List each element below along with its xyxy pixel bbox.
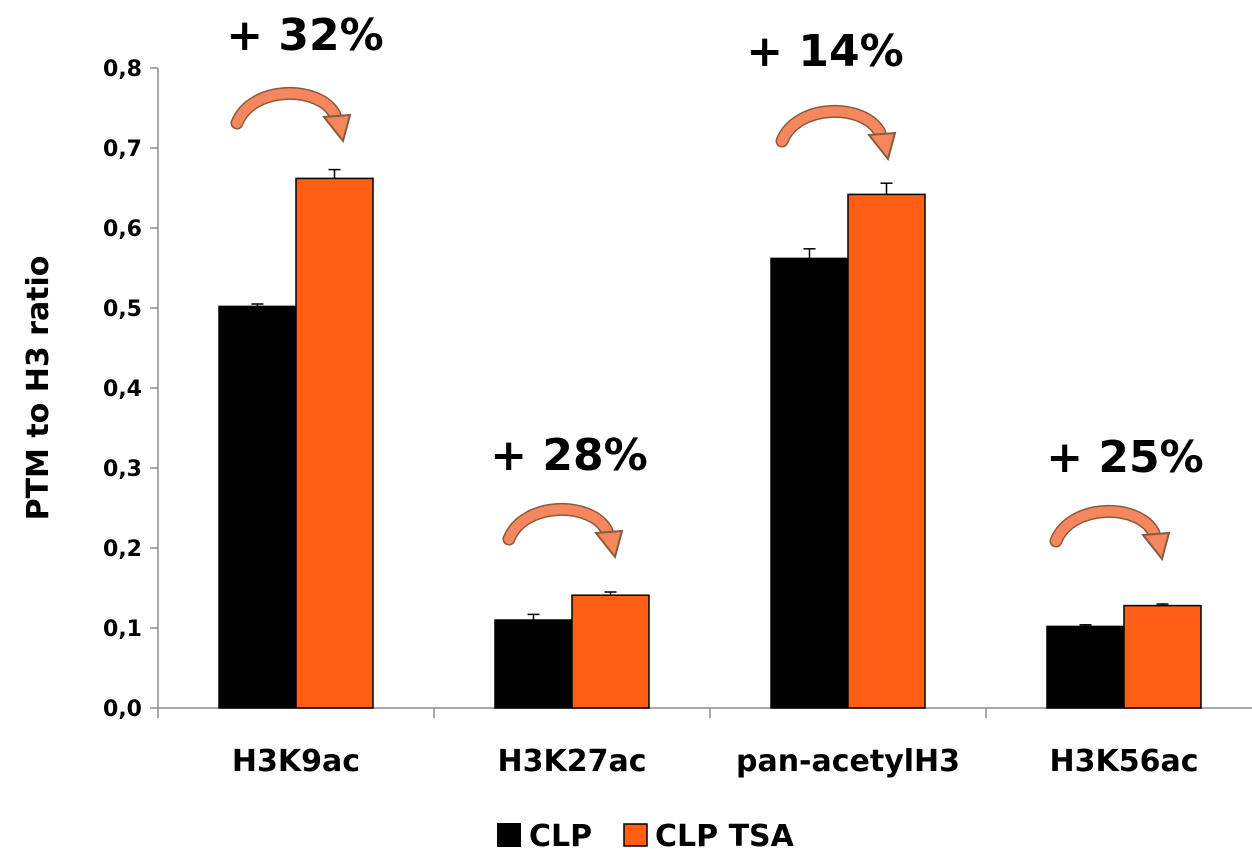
- legend-label-clp-tsa: CLP TSA: [655, 819, 795, 854]
- bar-clp-tsa: [295, 177, 374, 709]
- arrow-body: [504, 504, 612, 544]
- y-tick-label: 0,2: [103, 537, 142, 562]
- y-axis-label: PTM to H3 ratio: [21, 256, 56, 521]
- legend: CLP CLP TSA: [497, 819, 795, 854]
- curved-arrow-icon: [230, 87, 352, 144]
- curved-arrow-icon: [1049, 505, 1171, 562]
- arrow-head: [867, 131, 897, 162]
- percent-annotation: + 28%: [490, 430, 648, 481]
- arrow-body: [1051, 506, 1159, 546]
- curved-arrow-icon: [502, 503, 624, 560]
- y-tick-label: 0,7: [103, 137, 142, 162]
- bar-clp-tsa: [1123, 604, 1202, 709]
- y-tick-label: 0,8: [103, 57, 142, 82]
- y-tick-label: 0,3: [103, 457, 142, 482]
- arrow-head: [594, 529, 624, 560]
- legend-label-clp: CLP: [529, 819, 592, 854]
- arrow-body: [777, 106, 885, 146]
- y-tick-label: 0,0: [103, 697, 142, 722]
- bar-clp: [1046, 625, 1125, 709]
- percent-annotation: + 25%: [1046, 432, 1204, 483]
- x-tick-label: H3K56ac: [1049, 744, 1198, 779]
- y-tick-label: 0,5: [103, 297, 142, 322]
- bars: [218, 168, 1202, 709]
- y-tick-label: 0,1: [103, 617, 142, 642]
- bar-clp-tsa: [847, 193, 926, 709]
- arrow-head: [1141, 531, 1171, 562]
- x-tick-label: pan-acetylH3: [736, 744, 960, 779]
- arrow-body: [232, 88, 340, 128]
- bar-clp: [494, 619, 573, 709]
- bar-clp: [770, 257, 849, 709]
- legend-swatch-clp-tsa: [623, 823, 648, 847]
- annotations: + 32% + 28% + 14% + 25%: [226, 10, 1204, 562]
- axes: 0,0 0,1 0,2 0,3 0,4 0,5 0,6 0,7 0,8 H3K9ac H3K27ac…: [103, 57, 1252, 779]
- curved-arrow-icon: [775, 105, 897, 162]
- arrow-head: [322, 113, 352, 144]
- y-tick-label: 0,4: [103, 377, 142, 402]
- x-tick-label: H3K9ac: [232, 744, 360, 779]
- legend-swatch-clp: [497, 823, 521, 847]
- y-tick-label: 0,6: [103, 217, 142, 242]
- bar-clp-tsa: [571, 594, 650, 709]
- percent-annotation: + 32%: [226, 10, 384, 61]
- x-tick-label: H3K27ac: [497, 744, 646, 779]
- percent-annotation: + 14%: [746, 26, 904, 77]
- bar-clp: [218, 305, 297, 709]
